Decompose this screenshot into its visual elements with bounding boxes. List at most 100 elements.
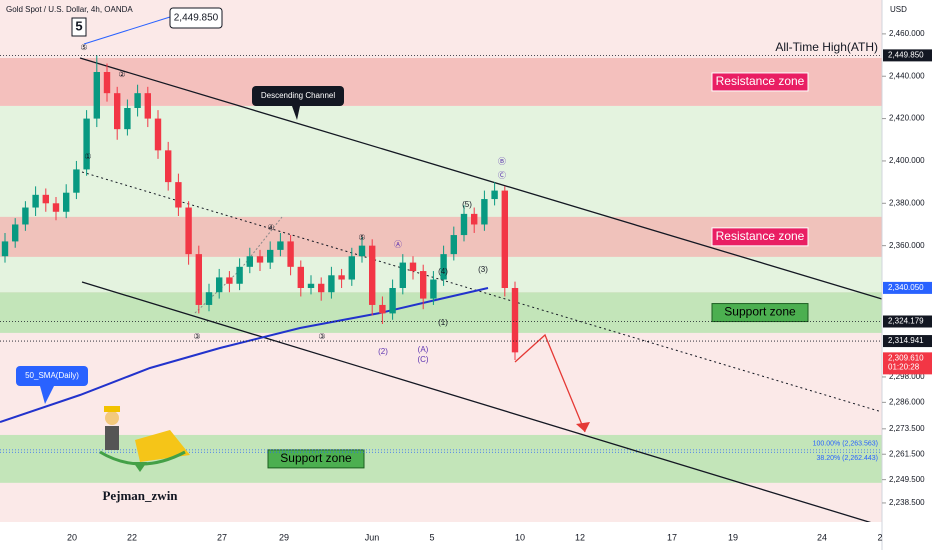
- callout-box: [169, 7, 223, 29]
- price-label: 2,340.050: [888, 283, 924, 292]
- candle-body: [246, 256, 253, 267]
- wave-number: 5: [75, 18, 82, 33]
- price-label: 2,324.179: [888, 317, 924, 326]
- candle-body: [481, 199, 488, 225]
- candle-body: [338, 275, 345, 280]
- channel-top: [79, 57, 883, 300]
- wave-label: ⑤: [80, 43, 87, 52]
- candle-body: [124, 108, 131, 130]
- x-tick-label: Jun: [365, 532, 380, 542]
- wave-label: ③: [193, 332, 200, 341]
- x-tick-label: 29: [279, 532, 289, 542]
- channel-label: Descending Channel: [261, 91, 335, 100]
- candle-body: [1, 241, 9, 257]
- author-icon: [99, 406, 190, 472]
- fib-label: 100.00% (2,263.563): [813, 441, 878, 448]
- x-tick-label: 20: [67, 532, 77, 542]
- y-tick-label: 2,460.000: [889, 29, 925, 38]
- callout-line: [83, 16, 171, 45]
- y-tick-label: 2,440.000: [889, 71, 925, 80]
- currency: USD: [890, 5, 907, 14]
- author-name: Pejman_zwin: [102, 488, 178, 503]
- sma-box: [16, 366, 88, 386]
- zone-label: Resistance zone: [716, 74, 805, 88]
- candle-body: [12, 224, 19, 242]
- y-tick-label: 2,238.500: [889, 498, 925, 507]
- candle-body: [165, 150, 172, 183]
- x-tick-label: 2: [877, 532, 882, 542]
- wave-label: (A): [418, 345, 429, 354]
- candle-body: [175, 182, 182, 208]
- wave-label: (2): [378, 347, 388, 356]
- x-tick-label: 19: [728, 532, 738, 542]
- channel-box: [252, 86, 344, 106]
- x-tick-label: 22: [127, 532, 137, 542]
- zone-label-box: [711, 72, 809, 92]
- price-label: 2,309.610: [888, 353, 924, 362]
- x-tick-label: 12: [575, 532, 585, 542]
- candle-body: [369, 245, 376, 305]
- candle-body: [440, 254, 447, 280]
- y-tick-label: 2,286.000: [889, 397, 925, 406]
- candle-body: [420, 271, 427, 299]
- candle-body: [409, 262, 417, 272]
- wave-label: ②: [118, 70, 125, 79]
- candle-body: [297, 266, 304, 288]
- wave-label: (C): [417, 355, 428, 364]
- wave-label: (3): [478, 265, 488, 274]
- candle-body: [430, 279, 437, 299]
- candle-body: [63, 192, 70, 212]
- arrow-head: [576, 422, 590, 432]
- price-label-box: [883, 335, 932, 348]
- wave-label: Ⓐ: [394, 240, 402, 249]
- candle-body: [379, 304, 386, 314]
- candle-body: [114, 93, 121, 130]
- y-tick-label: 2,360.000: [889, 241, 925, 250]
- sma-pointer: [40, 386, 54, 404]
- x-tick-label: 10: [515, 532, 525, 542]
- price-label-box: [883, 315, 932, 328]
- candle-body: [511, 288, 519, 353]
- candle-body: [144, 93, 151, 119]
- price-label-box: [883, 281, 932, 294]
- y-tick-label: 2,273.500: [889, 424, 925, 433]
- y-tick-label: 2,380.000: [889, 198, 925, 207]
- price-label-box: [883, 352, 932, 375]
- x-tick-label: 24: [817, 532, 827, 542]
- wave-label: (1): [438, 318, 448, 327]
- wave-box: [71, 17, 87, 37]
- zone: [0, 434, 882, 483]
- candle-body: [277, 241, 284, 250]
- candle-body: [83, 118, 90, 170]
- candle-body: [42, 194, 49, 204]
- candle-body: [185, 207, 192, 255]
- zone-label: Support zone: [280, 451, 352, 465]
- candle-body: [195, 254, 202, 305]
- x-tick-label: 17: [667, 532, 677, 542]
- candle-body: [318, 283, 325, 293]
- channel-pointer: [292, 106, 300, 120]
- candle-body: [358, 245, 366, 257]
- candle-body: [501, 190, 508, 288]
- zone-label-box: [711, 227, 809, 247]
- candle-body: [399, 262, 406, 288]
- forecast-arrow: [514, 333, 586, 433]
- candle-body: [205, 292, 213, 305]
- y-tick-label: 2,298.000: [889, 372, 925, 381]
- sma-line: [0, 287, 489, 423]
- candle-body: [52, 203, 60, 212]
- candle-body: [389, 288, 396, 314]
- wave-label: (5): [462, 200, 472, 209]
- chart-title: Gold Spot / U.S. Dollar, 4h, OANDA: [6, 5, 133, 14]
- candle-body: [226, 277, 233, 284]
- x-tick-label: 5: [429, 532, 434, 542]
- y-axis-panel: [882, 0, 932, 550]
- candle-body: [471, 213, 478, 225]
- candle-body: [73, 169, 80, 193]
- candle-body: [134, 93, 141, 108]
- candle-body: [328, 275, 335, 293]
- x-tick-label: 27: [217, 532, 227, 542]
- fib-label: 38.20% (2,262.443): [817, 455, 879, 462]
- candle-body: [491, 190, 498, 200]
